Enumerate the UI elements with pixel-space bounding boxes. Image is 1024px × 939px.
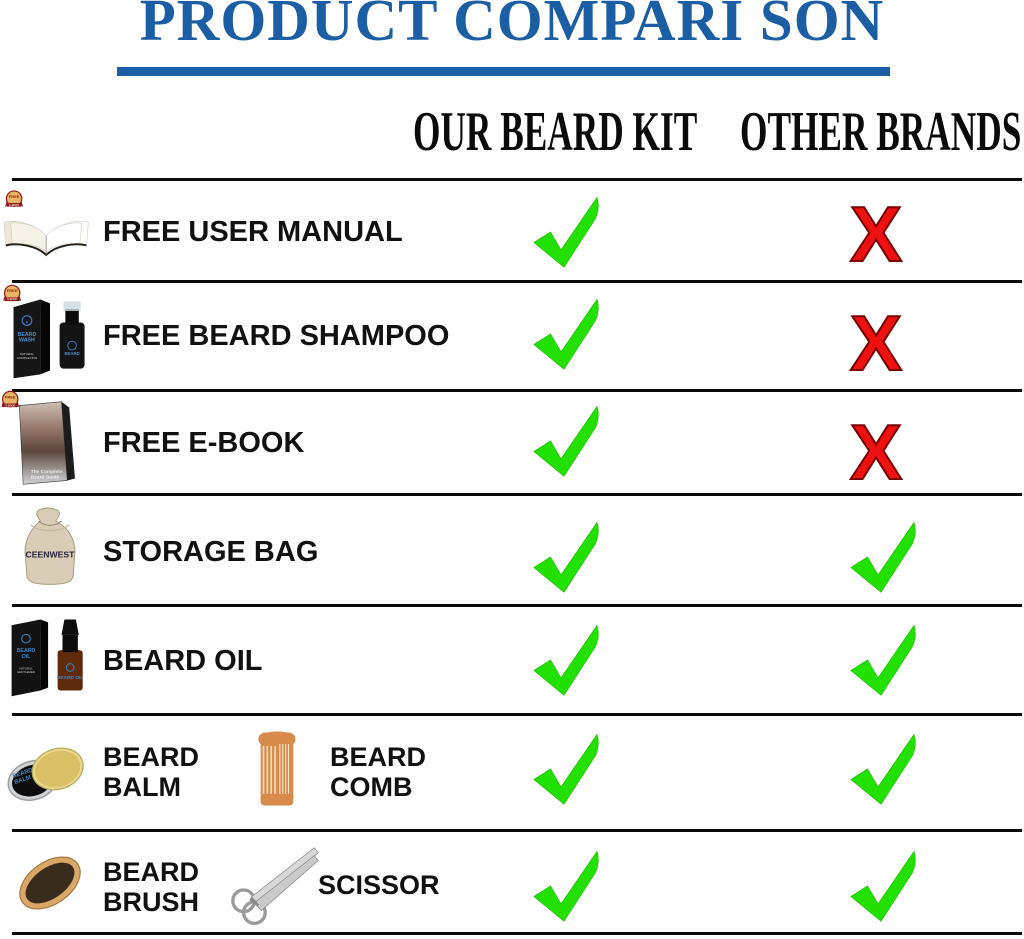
svg-text:Beard Guide: Beard Guide	[31, 475, 60, 481]
svg-text:FREE: FREE	[7, 288, 18, 293]
svg-text:WASH: WASH	[19, 338, 35, 344]
svg-text:FREE: FREE	[9, 194, 20, 199]
svg-text:E-BOOK: E-BOOK	[5, 404, 15, 407]
svg-text:The Complete: The Complete	[31, 469, 63, 475]
svg-text:FREE: FREE	[5, 394, 16, 399]
svg-text:E-BOOK: E-BOOK	[7, 298, 17, 301]
svg-text:OIL: OIL	[22, 654, 32, 660]
svg-text:E-BOOK: E-BOOK	[9, 204, 19, 207]
svg-text:BEARD: BEARD	[64, 351, 79, 356]
svg-text:GENTLEMEN: GENTLEMEN	[17, 670, 35, 674]
svg-text:CEENWEST: CEENWEST	[26, 549, 76, 559]
svg-text:BEARD OIL: BEARD OIL	[57, 675, 83, 681]
svg-text:COMPLEXION: COMPLEXION	[17, 356, 37, 360]
